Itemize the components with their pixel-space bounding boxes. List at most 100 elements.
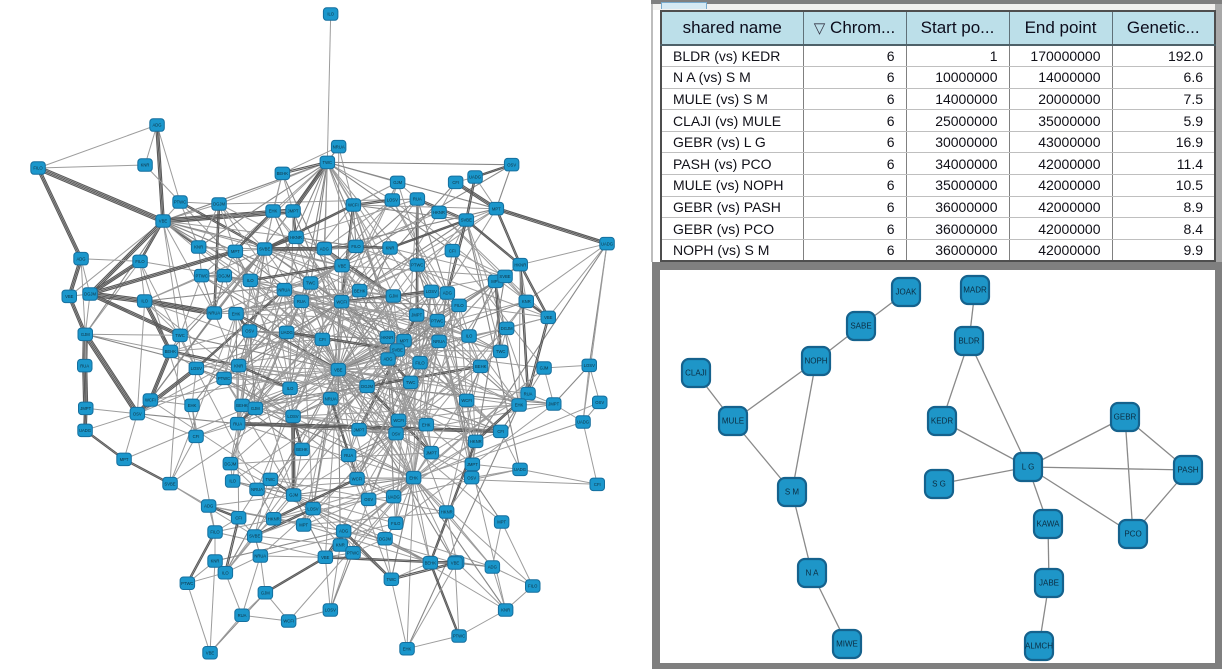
svg-text:PTWC: PTWC <box>218 376 230 381</box>
svg-text:GJM: GJM <box>393 180 402 185</box>
svg-text:FILO: FILO <box>135 259 145 264</box>
svg-text:KNR: KNR <box>336 543 345 548</box>
svg-text:HKNR: HKNR <box>268 516 280 521</box>
svg-text:HKNR: HKNR <box>290 235 302 240</box>
svg-text:GEBR: GEBR <box>1114 413 1137 422</box>
svg-text:MIWE: MIWE <box>836 640 858 649</box>
svg-text:EHK: EHK <box>269 209 278 214</box>
svg-text:FILO: FILO <box>210 530 220 535</box>
svg-text:MPT: MPT <box>497 520 506 525</box>
svg-text:VBE: VBE <box>544 315 553 320</box>
svg-text:SVBE: SVBE <box>259 247 270 252</box>
svg-text:PTWC: PTWC <box>174 200 186 205</box>
svg-text:KNR: KNR <box>522 299 531 304</box>
svg-text:RUA: RUA <box>238 613 247 618</box>
svg-text:UADG: UADG <box>514 467 526 472</box>
svg-text:LOSV: LOSV <box>387 198 398 203</box>
svg-text:EHK: EHK <box>515 403 524 408</box>
svg-text:JMPT: JMPT <box>426 450 437 455</box>
svg-text:EHK: EHK <box>232 311 241 316</box>
svg-text:ILO: ILO <box>327 12 334 17</box>
svg-text:NRUA: NRUA <box>278 287 290 292</box>
svg-text:TWC: TWC <box>175 333 185 338</box>
svg-text:ILO: ILO <box>466 334 473 339</box>
svg-text:BLDR: BLDR <box>958 337 980 346</box>
svg-text:DGJM: DGJM <box>84 292 96 297</box>
svg-text:TWC: TWC <box>323 160 333 165</box>
svg-text:CFI: CFI <box>319 337 326 342</box>
svg-text:ADG: ADG <box>339 529 348 534</box>
svg-text:PTWC: PTWC <box>196 273 208 278</box>
svg-text:VBE: VBE <box>338 263 347 268</box>
svg-text:LOSV: LOSV <box>426 289 437 294</box>
svg-text:MADR: MADR <box>963 286 987 295</box>
svg-text:GJM: GJM <box>540 366 549 371</box>
svg-text:BEHK: BEHK <box>236 403 248 408</box>
svg-text:BEHK: BEHK <box>296 447 308 452</box>
svg-text:ADG: ADG <box>320 246 329 251</box>
svg-text:GJM: GJM <box>261 590 270 595</box>
svg-text:HKNR: HKNR <box>441 510 453 515</box>
svg-text:FILO: FILO <box>528 584 538 589</box>
svg-text:ADG: ADG <box>443 291 452 296</box>
svg-text:RUA: RUA <box>297 299 306 304</box>
svg-text:FILO: FILO <box>391 521 401 526</box>
svg-text:WCFI: WCFI <box>352 476 363 481</box>
svg-text:OSV: OSV <box>467 475 476 480</box>
svg-text:EHK: EHK <box>409 475 418 480</box>
svg-text:WCFI: WCFI <box>145 398 156 403</box>
svg-text:CFI: CFI <box>449 248 456 253</box>
svg-text:NRUA: NRUA <box>251 487 263 492</box>
svg-text:SVBE: SVBE <box>164 481 175 486</box>
svg-text:KNR: KNR <box>234 363 243 368</box>
svg-text:CLAJI: CLAJI <box>685 369 707 378</box>
svg-text:GJM: GJM <box>81 332 90 337</box>
svg-text:DGJM: DGJM <box>501 326 513 331</box>
svg-text:SVBE: SVBE <box>249 534 260 539</box>
svg-text:HKNR: HKNR <box>381 335 393 340</box>
svg-text:CFI: CFI <box>594 482 601 487</box>
svg-text:VBE: VBE <box>321 555 330 560</box>
svg-text:BEHK: BEHK <box>277 171 289 176</box>
svg-text:OSV: OSV <box>595 400 604 405</box>
svg-text:WCFI: WCFI <box>393 418 404 423</box>
svg-text:CFI: CFI <box>235 515 242 520</box>
svg-text:MPT: MPT <box>231 249 240 254</box>
svg-text:RUA: RUA <box>413 197 422 202</box>
svg-text:WCFI: WCFI <box>348 203 359 208</box>
svg-text:OSV: OSV <box>133 411 142 416</box>
svg-text:LOSV: LOSV <box>287 414 298 419</box>
svg-text:RUA: RUA <box>80 363 89 368</box>
svg-text:OSV: OSV <box>507 162 516 167</box>
svg-text:DGJM: DGJM <box>361 384 373 389</box>
svg-text:PTWC: PTWC <box>411 263 423 268</box>
svg-text:JMPT: JMPT <box>467 462 478 467</box>
svg-text:LOSV: LOSV <box>191 366 202 371</box>
svg-text:MPT: MPT <box>120 457 129 462</box>
svg-text:HKNR: HKNR <box>470 439 482 444</box>
svg-text:KNR: KNR <box>141 163 150 168</box>
svg-text:WCFI: WCFI <box>461 398 472 403</box>
svg-text:BEHK: BEHK <box>475 364 487 369</box>
svg-text:WCFI: WCFI <box>336 299 347 304</box>
svg-text:GJM: GJM <box>289 493 298 498</box>
svg-text:FILO: FILO <box>351 244 361 249</box>
svg-text:PTWC: PTWC <box>431 318 443 323</box>
svg-text:ADG: ADG <box>488 565 497 570</box>
svg-text:UADG: UADG <box>281 330 293 335</box>
svg-text:MPT: MPT <box>491 279 500 284</box>
svg-text:SVBE: SVBE <box>392 348 403 353</box>
svg-text:FILO: FILO <box>415 360 425 365</box>
svg-text:NRUA: NRUA <box>325 396 337 401</box>
svg-text:SVBE: SVBE <box>461 218 472 223</box>
svg-text:PTWC: PTWC <box>453 634 465 639</box>
svg-text:OSV: OSV <box>392 431 401 436</box>
svg-text:HKNR: HKNR <box>514 262 526 267</box>
svg-text:RUA: RUA <box>233 421 242 426</box>
svg-text:TWC: TWC <box>266 477 276 482</box>
svg-text:ADG: ADG <box>204 504 213 509</box>
svg-text:NRUA: NRUA <box>433 339 445 344</box>
svg-text:UADG: UADG <box>388 494 400 499</box>
svg-text:LOSV: LOSV <box>307 506 318 511</box>
svg-text:TWC: TWC <box>406 380 416 385</box>
